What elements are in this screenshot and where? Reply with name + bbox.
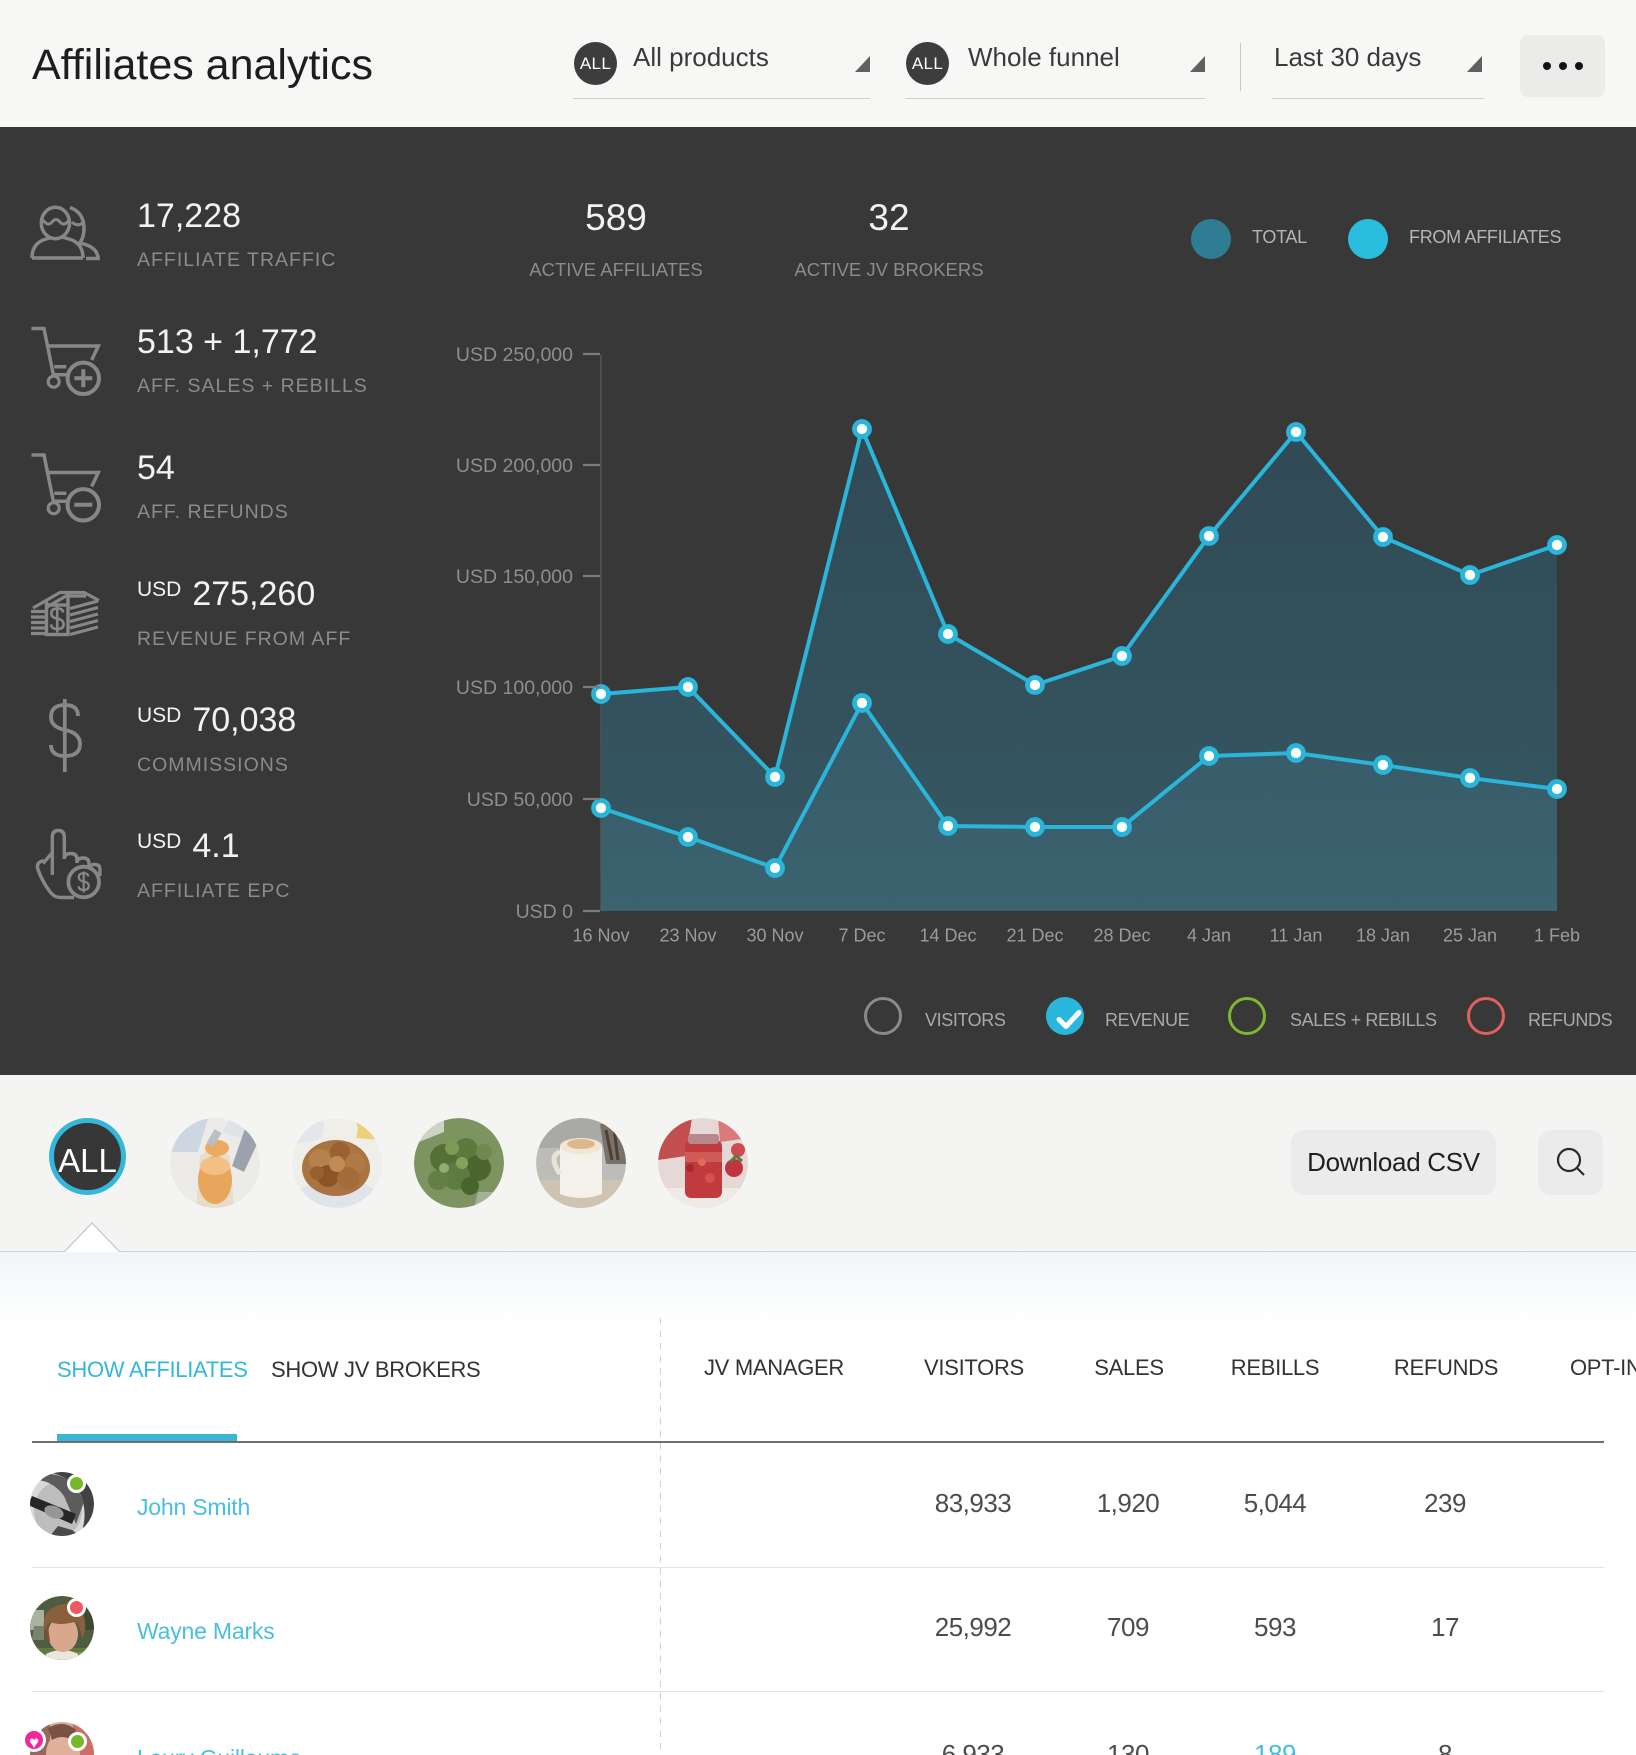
- svg-text:23 Nov: 23 Nov: [659, 926, 716, 946]
- svg-text:USD 50,000: USD 50,000: [467, 789, 573, 811]
- svg-text:1 Feb: 1 Feb: [1534, 926, 1580, 946]
- svg-text:21 Dec: 21 Dec: [1006, 926, 1063, 946]
- svg-text:USD 100,000: USD 100,000: [456, 677, 573, 699]
- svg-text:16 Nov: 16 Nov: [572, 926, 629, 946]
- svg-text:USD 150,000: USD 150,000: [456, 566, 573, 588]
- svg-text:USD 200,000: USD 200,000: [456, 455, 573, 477]
- svg-text:4 Jan: 4 Jan: [1187, 926, 1231, 946]
- svg-text:11 Jan: 11 Jan: [1270, 926, 1323, 946]
- svg-text:18 Jan: 18 Jan: [1356, 926, 1410, 946]
- svg-text:14 Dec: 14 Dec: [919, 926, 976, 946]
- svg-text:30 Nov: 30 Nov: [746, 926, 803, 946]
- svg-text:7 Dec: 7 Dec: [838, 926, 885, 946]
- svg-text:28 Dec: 28 Dec: [1093, 926, 1150, 946]
- svg-text:USD 250,000: USD 250,000: [456, 344, 573, 366]
- svg-text:25 Jan: 25 Jan: [1443, 926, 1497, 946]
- svg-text:USD 0: USD 0: [516, 901, 574, 923]
